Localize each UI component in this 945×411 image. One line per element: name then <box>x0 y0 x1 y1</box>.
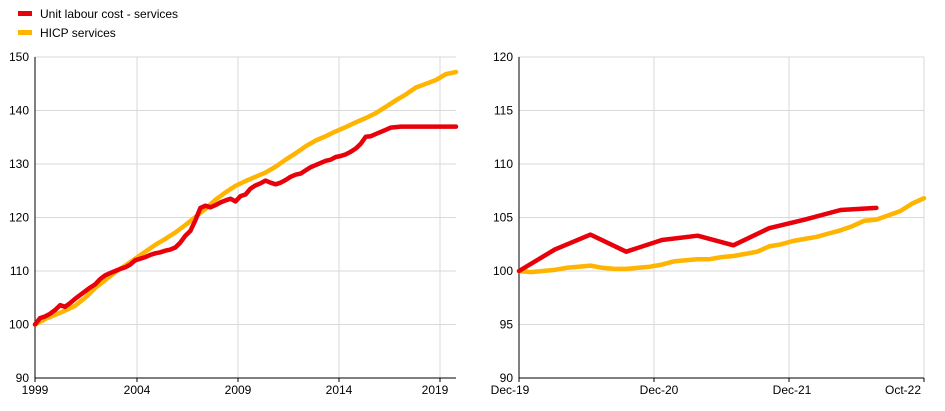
series-line-hicp-services <box>516 195 927 275</box>
legend-label: HICP services <box>40 25 116 40</box>
legend-swatch-red <box>18 11 32 16</box>
legend-item-unit-labour-cost: Unit labour cost - services <box>18 4 178 23</box>
y-tick-label: 100 <box>493 264 513 278</box>
x-tick-label: Dec-21 <box>773 383 812 397</box>
y-tick-label: 105 <box>493 211 513 225</box>
x-tick-label: Dec-19 <box>491 383 530 397</box>
y-tick-label: 120 <box>493 50 513 64</box>
legend-swatch-yellow <box>18 30 32 35</box>
legend-item-hicp-services: HICP services <box>18 23 178 42</box>
y-tick-label: 100 <box>9 318 29 332</box>
chart-right-recent: 90 95 100 105 110 115 120 Dec-19 Dec-20 Dec-21 Oct… <box>491 50 927 397</box>
series-line-unit-labour-cost <box>516 205 879 274</box>
y-tick-label: 150 <box>9 50 29 64</box>
series-line-hicp-services <box>32 69 459 327</box>
y-tick-label: 95 <box>500 318 514 332</box>
x-tick-label: 2009 <box>225 383 252 397</box>
y-tick-label: 110 <box>10 264 29 278</box>
x-tick-label: Dec-20 <box>640 383 679 397</box>
x-tick-label: 1999 <box>22 383 49 397</box>
x-tick-label: 2004 <box>124 383 151 397</box>
x-tick-label: 2019 <box>422 383 449 397</box>
legend: Unit labour cost - services HICP service… <box>18 4 178 42</box>
y-tick-label: 140 <box>9 104 29 118</box>
series-line-unit-labour-cost <box>32 124 459 327</box>
y-tick-label: 90 <box>500 371 514 385</box>
x-tick-label: 2014 <box>326 383 353 397</box>
legend-label: Unit labour cost - services <box>40 6 179 21</box>
y-tick-label: 90 <box>16 371 30 385</box>
y-tick-label: 115 <box>494 104 513 118</box>
x-tick-label: Oct-22 <box>885 383 921 397</box>
y-tick-label: 120 <box>9 211 29 225</box>
y-tick-label: 110 <box>494 157 513 171</box>
y-tick-label: 130 <box>9 157 29 171</box>
chart-left-long-run: 90 100 110 120 130 140 150 1999 2004 2009 2014 2019 <box>9 50 459 397</box>
